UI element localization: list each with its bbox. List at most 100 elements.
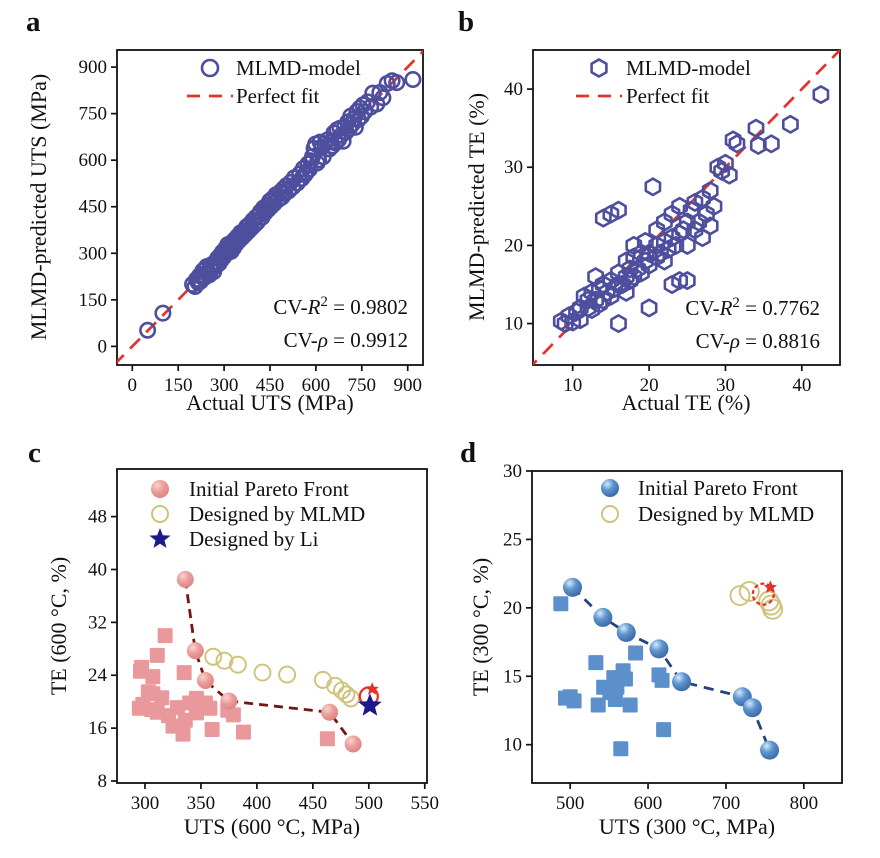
square-marker [131, 700, 147, 716]
x-tick-label: 0 [128, 375, 138, 396]
circle-khaki-open-marker [337, 685, 356, 704]
square-marker [225, 707, 241, 723]
hexagon-open-marker [663, 228, 681, 248]
x-tick-label: 400 [243, 793, 272, 814]
y-tick-label: 10 [504, 314, 523, 335]
hexagon-open-marker [728, 134, 746, 154]
square-marker [169, 700, 185, 716]
y-tick-label: 48 [88, 507, 107, 528]
panel-b: b 10 20 30 40 10 20 30 40 Actual TE (%) MLMD-pred… [440, 0, 880, 429]
x-tick-label: 600 [634, 793, 663, 814]
x-tick-label: 800 [790, 793, 819, 814]
square-marker [319, 731, 335, 747]
legend-label: Designed by MLMD [189, 502, 365, 526]
y-axis-label: MLMD-predicted UTS (MPa) [26, 74, 51, 340]
square-marker [590, 697, 606, 713]
square-marker [613, 741, 629, 757]
circle-khaki-open-marker [151, 505, 169, 523]
sphere-pink-marker [220, 692, 238, 710]
hexagon-open-marker [686, 192, 704, 212]
square-marker [553, 596, 569, 612]
square-marker [175, 726, 191, 742]
panel-d: d 500 600 700 800 10 15 20 25 30 UTS (300 °C, MPa… [440, 429, 880, 858]
square-marker [176, 665, 192, 681]
plot-frame [116, 468, 428, 784]
sphere-pink-marker [151, 480, 169, 498]
square-marker [204, 721, 220, 737]
stat-line: CV-R2 = 0.9802 [273, 294, 408, 319]
y-tick-label: 900 [79, 57, 108, 78]
y-axis-label: TE (300 °C, %) [468, 558, 493, 696]
series-initial-pareto-front [563, 577, 780, 760]
y-tick-label: 750 [79, 104, 108, 125]
x-tick-label: 300 [210, 375, 239, 396]
circle-open-marker [200, 58, 220, 78]
x-tick-label: 30 [716, 375, 735, 396]
series-initial-pareto-front [176, 570, 362, 753]
panel-d-chart: 500 600 700 800 10 15 20 25 30 UTS (300 °C, MPa) T… [468, 461, 843, 839]
x-axis-label: Actual TE (%) [621, 390, 750, 415]
x-tick-label: 350 [187, 793, 216, 814]
sphere-pink-marker [186, 642, 204, 660]
axes: 0 150 300 450 600 750 900 0 150 300 450 600 750 900 [79, 49, 424, 396]
circle-open-marker [284, 178, 302, 196]
sphere-blue-marker [616, 622, 636, 642]
x-tick-label: 150 [164, 375, 193, 396]
square-marker [235, 724, 251, 740]
panel-a: a 0 150 300 450 600 750 900 0 150 300 450 600 750 900… [0, 0, 440, 429]
plot-frame [531, 470, 843, 784]
square-marker [656, 722, 672, 738]
series-selected-design-star [365, 682, 379, 695]
x-axis-label: UTS (300 °C, MPa) [599, 814, 775, 839]
hexagon-open-marker [560, 306, 578, 326]
hexagon-open-marker [812, 85, 830, 105]
hexagon-open-marker [636, 232, 654, 251]
hexagon-open-marker [678, 271, 696, 291]
stat-line: CV-ρ = 0.8816 [696, 329, 820, 353]
circle-khaki-open-marker [738, 580, 760, 602]
star-small-marker [763, 580, 777, 593]
legend-label: Designed by MLMD [638, 502, 814, 526]
series-designed-by-mlmd [204, 647, 360, 708]
plot-area [533, 50, 840, 365]
y-tick-label: 32 [88, 612, 107, 633]
square-marker [157, 628, 173, 644]
hexagon-open-marker [663, 204, 681, 224]
plot-frame [532, 49, 841, 366]
y-tick-label: 8 [98, 771, 108, 792]
series-designed-by-mlmd [729, 580, 784, 620]
square-marker [588, 655, 604, 671]
y-tick-label: 30 [503, 461, 522, 482]
y-tick-label: 0 [98, 336, 108, 357]
x-tick-label: 40 [792, 375, 811, 396]
panel-a-label: a [26, 6, 41, 38]
y-tick-label: 16 [88, 718, 107, 739]
panel-c: c 300 350 400 450 500 550 8 16 24 32 40 48 UTS (600 … [0, 429, 440, 858]
circle-open-marker [139, 321, 157, 339]
x-tick-label: 10 [563, 375, 582, 396]
x-tick-label: 20 [640, 375, 659, 396]
hexagon-open-marker [762, 134, 780, 154]
hexagon-open-marker [671, 271, 688, 291]
hexagon-open-marker [720, 165, 738, 185]
stats-annotation: CV-R2 = 0.7762 CV-ρ = 0.8816 [685, 295, 820, 353]
plot-area [553, 577, 784, 760]
sphere-pink-marker [344, 735, 362, 753]
x-axis-label: UTS (600 °C, MPa) [184, 814, 360, 839]
legend: MLMD-model Perfect fit [576, 56, 751, 108]
hexagon-open-marker [590, 58, 608, 78]
y-tick-label: 20 [504, 235, 523, 256]
sphere-blue-marker [601, 479, 619, 497]
hexagon-open-marker [602, 204, 620, 224]
square-marker [202, 700, 218, 716]
x-axis-label: Actual UTS (MPa) [186, 390, 353, 415]
square-marker [557, 690, 573, 706]
legend-label: Initial Pareto Front [189, 477, 349, 501]
circle-khaki-open-marker [228, 655, 247, 674]
square-marker [177, 712, 193, 728]
circle-open-marker [388, 74, 406, 92]
y-tick-label: 450 [79, 197, 108, 218]
star-marker [358, 693, 382, 716]
hexagon-open-marker [701, 216, 719, 236]
